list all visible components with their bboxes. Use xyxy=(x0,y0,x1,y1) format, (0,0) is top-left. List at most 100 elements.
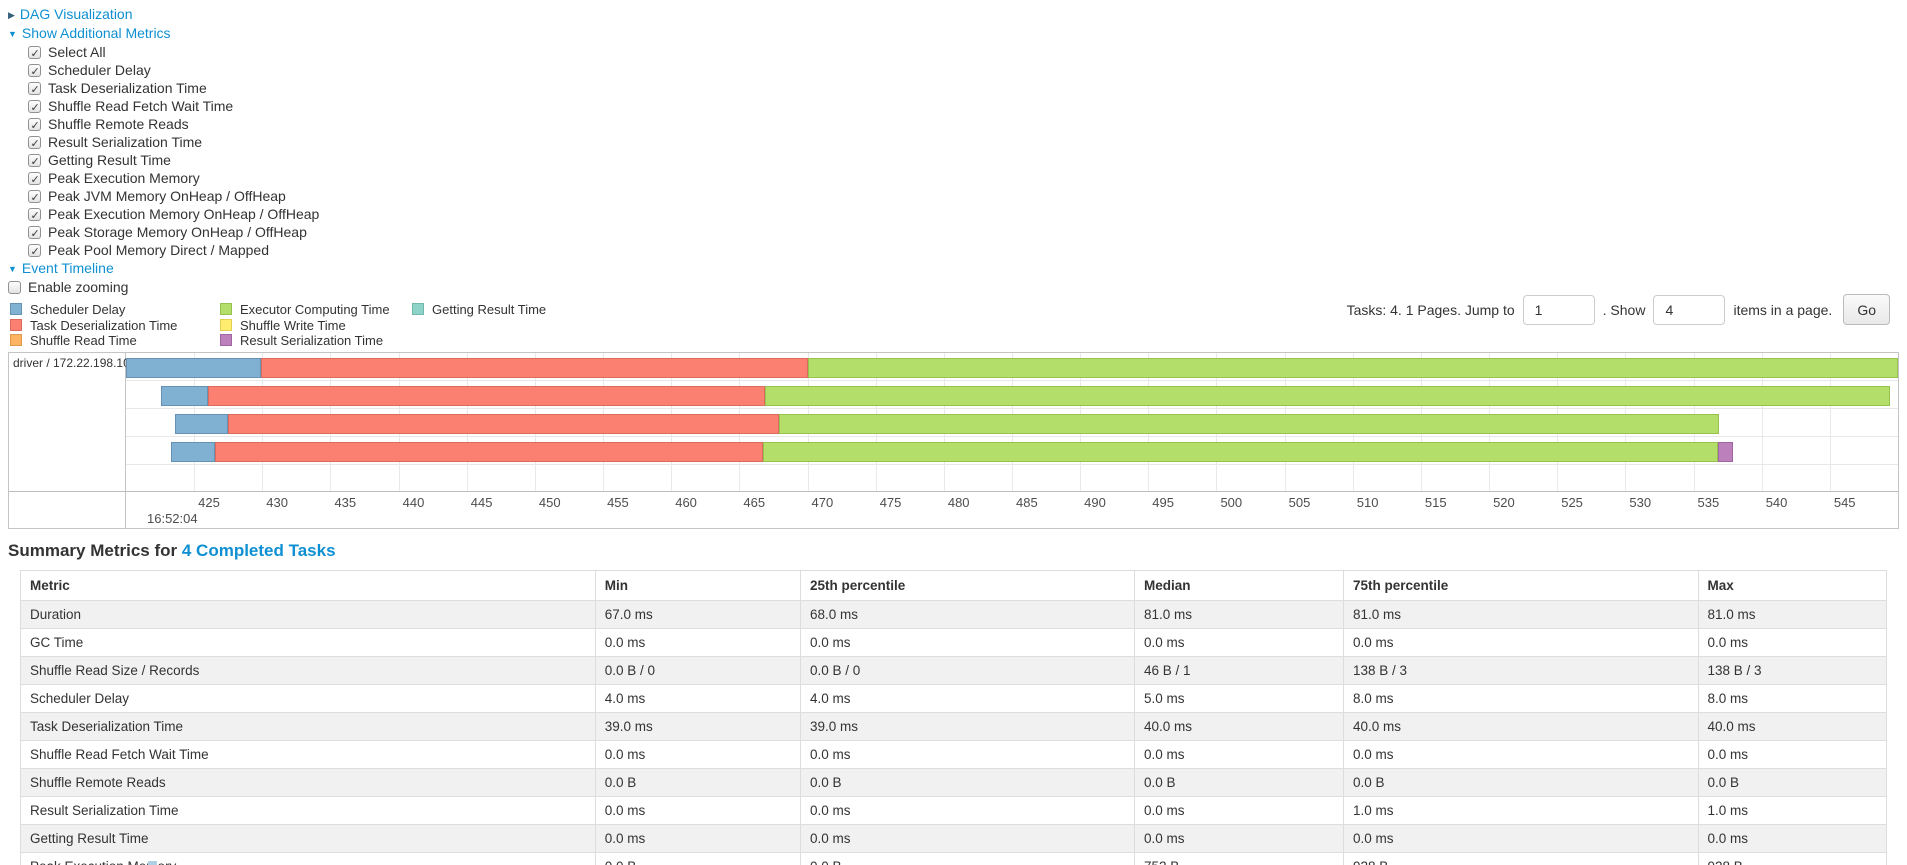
metric-value-cell: 46 B / 1 xyxy=(1133,656,1344,685)
metric-checkbox[interactable] xyxy=(28,171,41,189)
timeline-bar-segment-scheduler-delay[interactable] xyxy=(170,442,215,462)
completed-tasks-link[interactable]: 4 Completed Tasks xyxy=(181,541,336,560)
table-header-row: Metric Min 25th percentile Median 75th perce… xyxy=(20,570,1887,601)
metric-value-cell: 0.0 ms xyxy=(594,796,801,825)
metric-checkbox[interactable] xyxy=(28,135,41,153)
metric-checkbox-row: Peak Execution Memory xyxy=(8,169,319,189)
metric-name-cell: Shuffle Read Fetch Wait Time xyxy=(20,740,596,769)
timeline-bar-segment-task-deserialization[interactable] xyxy=(214,442,763,462)
timeline-gridline xyxy=(1829,353,1831,491)
timeline-tick-label: 435 xyxy=(334,495,357,510)
metric-checkbox-label: Peak JVM Memory OnHeap / OffHeap xyxy=(48,188,286,204)
timeline-tick-label: 440 xyxy=(402,495,425,510)
metric-value-cell: 40.0 ms xyxy=(1342,712,1699,741)
table-header-cell: 75th percentile xyxy=(1342,570,1699,601)
table-header-cell: Max xyxy=(1697,570,1887,601)
timeline-bar-segment-task-deserialization[interactable] xyxy=(228,414,779,434)
metric-checkbox[interactable] xyxy=(28,63,41,81)
timeline-bar-segment-task-deserialization[interactable] xyxy=(207,386,766,406)
summary-metrics-title: Summary Metrics for xyxy=(8,541,178,560)
show-additional-metrics-link[interactable]: Show Additional Metrics xyxy=(21,25,171,41)
legend-swatch-icon xyxy=(412,303,424,315)
jump-to-page-input[interactable] xyxy=(1522,294,1595,325)
metric-value-cell: 0.0 ms xyxy=(1342,740,1699,769)
metric-value-cell: 68.0 ms xyxy=(799,600,1135,629)
metric-value-cell: 0.0 ms xyxy=(1133,740,1344,769)
metric-checkbox-row: Peak JVM Memory OnHeap / OffHeap xyxy=(8,187,319,207)
metric-value-cell: 752 B xyxy=(1133,852,1344,865)
metric-value-cell: 4.0 ms xyxy=(594,684,801,713)
metric-value-cell: 81.0 ms xyxy=(1342,600,1699,629)
metric-name-cell: Shuffle Read Size / Records xyxy=(20,656,596,685)
metric-checkbox[interactable] xyxy=(28,117,41,135)
table-header-cell: Metric xyxy=(20,570,596,601)
metric-checkbox[interactable] xyxy=(28,81,41,99)
timeline-tick-label: 430 xyxy=(266,495,288,510)
timeline-major-time-label: 16:52:04 xyxy=(147,511,198,526)
table-row: Shuffle Read Fetch Wait Time 0.0 ms 0.0 ms… xyxy=(20,740,1887,769)
metric-checkbox-row: Peak Storage Memory OnHeap / OffHeap xyxy=(8,223,319,243)
timeline-task-row xyxy=(126,437,1898,465)
timeline-bar-segment-executor-computing[interactable] xyxy=(807,358,1898,378)
timeline-bar-segment-executor-computing[interactable] xyxy=(778,414,1720,434)
timeline-tick-label: 510 xyxy=(1356,495,1379,510)
metric-checkbox[interactable] xyxy=(28,45,41,63)
metric-checkbox[interactable] xyxy=(28,243,41,261)
go-button[interactable]: Go xyxy=(1843,294,1890,325)
dag-visualization-link[interactable]: DAG Visualization xyxy=(19,6,133,22)
legend-swatch-icon xyxy=(220,303,232,315)
items-in-page-label: items in a page. xyxy=(1733,301,1833,318)
timeline-bar-segment-executor-computing[interactable] xyxy=(765,386,1890,406)
legend-column: Scheduler Delay Task Deserialization Time… xyxy=(10,302,196,349)
metric-value-cell: 0.0 B xyxy=(1133,768,1344,797)
metric-checkbox-label: Peak Pool Memory Direct / Mapped xyxy=(48,242,269,258)
timeline-bar-segment-executor-computing[interactable] xyxy=(762,442,1719,462)
task-pagination: Tasks: 4. 1 Pages. Jump to . Show items … xyxy=(1343,294,1890,325)
timeline-bar-segment-task-deserialization[interactable] xyxy=(260,358,808,378)
metric-value-cell: 0.0 ms xyxy=(1697,740,1887,769)
timeline-tick-label: 530 xyxy=(1629,495,1652,510)
event-timeline-toggle[interactable]: ▼ Event Timeline xyxy=(8,259,319,278)
metric-value-cell: 0.0 B xyxy=(799,768,1135,797)
metric-value-cell: 928 B xyxy=(1342,852,1699,865)
enable-zooming-checkbox[interactable] xyxy=(8,281,21,294)
legend-swatch-icon xyxy=(220,318,232,331)
arrow-down-icon: ▼ xyxy=(8,264,17,274)
metric-value-cell: 0.0 ms xyxy=(1342,628,1699,657)
dag-visualization-toggle[interactable]: ▶ DAG Visualization xyxy=(8,5,319,24)
metric-value-cell: 0.0 B / 0 xyxy=(594,656,801,685)
metric-value-cell: 0.0 ms xyxy=(1133,824,1344,853)
event-timeline-chart: driver / 172.22.198.104 425 430 435 440 445 4… xyxy=(8,352,1899,529)
items-per-page-input[interactable] xyxy=(1653,294,1726,325)
metric-checkbox-label: Task Deserialization Time xyxy=(48,80,207,96)
timeline-task-row xyxy=(126,381,1898,409)
legend-item: Executor Computing Time xyxy=(220,302,390,318)
metric-checkbox-row: Result Serialization Time xyxy=(8,133,319,153)
timeline-bar-segment-result-serialization[interactable] xyxy=(1718,442,1734,462)
legend-item: Getting Result Time xyxy=(412,302,546,318)
metric-checkbox[interactable] xyxy=(28,225,41,243)
timeline-bar-segment-scheduler-delay[interactable] xyxy=(175,414,229,434)
timeline-bar-segment-scheduler-delay[interactable] xyxy=(126,358,261,378)
metric-checkbox[interactable] xyxy=(28,189,41,207)
metric-checkbox[interactable] xyxy=(28,153,41,171)
metric-value-cell: 0.0 B xyxy=(1697,768,1887,797)
show-additional-metrics-toggle[interactable]: ▼ Show Additional Metrics xyxy=(8,24,319,43)
clipped-next-section-fragment xyxy=(148,861,157,865)
metric-value-cell: 0.0 ms xyxy=(799,740,1135,769)
timeline-legend: Scheduler Delay Task Deserialization Time… xyxy=(10,302,570,349)
metric-value-cell: 39.0 ms xyxy=(594,712,801,741)
event-timeline-link[interactable]: Event Timeline xyxy=(21,260,114,276)
timeline-bar-segment-scheduler-delay[interactable] xyxy=(161,386,208,406)
summary-metrics-heading: Summary Metrics for 4 Completed Tasks xyxy=(8,541,336,561)
table-header-cell: Min xyxy=(594,570,801,601)
metric-checkbox[interactable] xyxy=(28,99,41,117)
metric-checkbox-row: Shuffle Remote Reads xyxy=(8,115,319,135)
legend-swatch-icon xyxy=(10,318,22,331)
legend-swatch-icon xyxy=(10,334,22,346)
metric-value-cell: 0.0 B xyxy=(594,852,801,865)
arrow-right-icon: ▶ xyxy=(8,10,15,20)
metric-checkbox[interactable] xyxy=(28,207,41,225)
metric-name-cell: Getting Result Time xyxy=(20,824,596,853)
legend-label: Task Deserialization Time xyxy=(30,317,178,333)
